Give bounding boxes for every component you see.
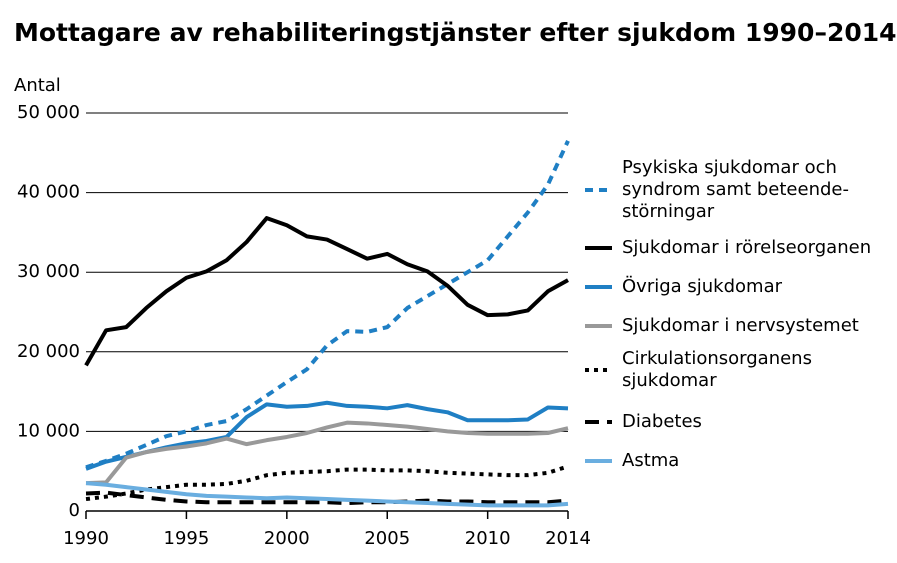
series-line <box>85 140 570 470</box>
legend-label: Cirkulationsorganens sjukdomar <box>622 348 812 391</box>
y-tick-label: 50 000 <box>17 102 80 123</box>
series-line <box>85 464 569 502</box>
legend-label: Astma <box>622 450 680 471</box>
x-tick-label: 2005 <box>364 528 410 549</box>
legend-label: Sjukdomar i rörelseorganen <box>622 237 872 258</box>
series-line <box>85 481 569 508</box>
x-tick-label: 2010 <box>465 528 511 549</box>
y-axis-label: Antal <box>14 75 61 96</box>
x-tick-label: 2014 <box>545 528 591 549</box>
legend-label: Diabetes <box>622 411 702 432</box>
chart-title: Mottagare av rehabiliteringstjänster eft… <box>14 18 897 47</box>
y-tick-label: 30 000 <box>17 261 80 282</box>
series-line <box>85 490 569 506</box>
y-tick-label: 10 000 <box>17 420 80 441</box>
series-line <box>84 216 569 367</box>
x-tick-label: 1990 <box>63 528 109 549</box>
legend-label: Övriga sjukdomar <box>622 276 783 297</box>
y-tick-label: 0 <box>69 500 80 521</box>
legend-label: Psykiska sjukdomar och syndrom samt bete… <box>622 157 849 222</box>
legend-label: Sjukdomar i nervsystemet <box>622 315 859 336</box>
series-line <box>85 420 569 486</box>
y-tick-label: 20 000 <box>17 341 80 362</box>
x-tick-label: 1995 <box>164 528 210 549</box>
y-tick-label: 40 000 <box>17 182 80 203</box>
x-tick-label: 2000 <box>264 528 310 549</box>
